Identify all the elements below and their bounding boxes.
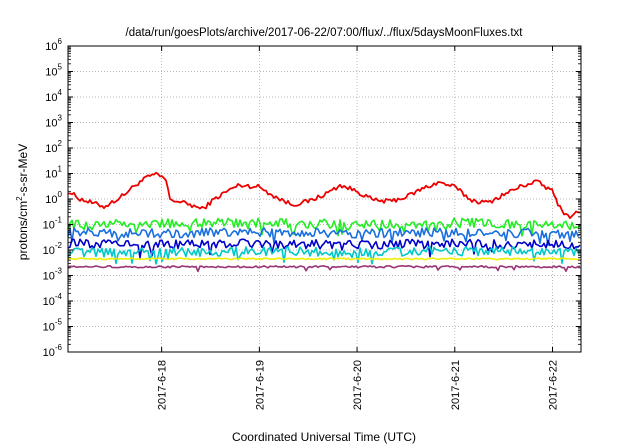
- series-lines: [67, 171, 581, 273]
- y-tick-label: 10-1: [43, 216, 63, 232]
- y-tick-base: 10: [45, 194, 57, 206]
- y-tick-exponent: 3: [58, 114, 63, 123]
- y-tick-base: 10: [45, 41, 57, 53]
- y-tick-label: 100: [45, 190, 62, 206]
- y-tick-base: 10: [43, 220, 55, 232]
- y-tick-label: 10-2: [43, 241, 63, 257]
- series-line-2: [67, 217, 581, 237]
- y-tick-base: 10: [43, 271, 55, 283]
- y-tick-exponent: 1: [58, 165, 63, 174]
- y-tick-label: 10-4: [43, 292, 63, 308]
- series-line-7: [67, 264, 581, 273]
- series-line-5: [67, 245, 581, 265]
- y-tick-label: 101: [45, 165, 62, 181]
- y-tick-label: 102: [45, 139, 62, 155]
- y-tick-exponent: -5: [55, 318, 63, 327]
- series-line-4: [67, 238, 581, 259]
- y-tick-label: 104: [45, 88, 62, 104]
- chart-title: /data/run/goesPlots/archive/2017-06-22/0…: [126, 27, 524, 39]
- series-line-6: [67, 257, 581, 261]
- y-axis-label-superscript: 2: [15, 196, 24, 201]
- y-tick-exponent: -3: [55, 267, 63, 276]
- series-line-1: [67, 171, 581, 220]
- y-tick-base: 10: [45, 118, 57, 130]
- y-tick-exponent: -1: [55, 216, 63, 225]
- y-tick-base: 10: [45, 92, 57, 104]
- grid-lines: [68, 46, 581, 352]
- x-tick-label: 2017-6-18: [157, 360, 169, 410]
- y-tick-label: 106: [45, 37, 62, 53]
- y-tick-label: 103: [45, 114, 62, 130]
- series-line-3: [67, 227, 581, 247]
- y-tick-exponent: -4: [55, 292, 63, 301]
- y-tick-base: 10: [45, 143, 57, 155]
- y-tick-base: 10: [43, 296, 55, 308]
- y-tick-base: 10: [43, 322, 55, 334]
- y-tick-exponent: 4: [58, 88, 63, 97]
- y-tick-exponent: -6: [55, 343, 63, 352]
- y-tick-label: 105: [45, 63, 62, 79]
- y-axis-label-suffix: -s-sr-MeV: [16, 144, 30, 197]
- x-tick-label: 2017-6-20: [352, 360, 364, 410]
- axis-ticks: 10-610-510-410-310-210-11001011021031041…: [43, 37, 581, 410]
- y-tick-exponent: -2: [55, 241, 63, 250]
- y-tick-exponent: 6: [58, 37, 63, 46]
- y-tick-label: 10-3: [43, 267, 63, 283]
- x-axis-label: Coordinated Universal Time (UTC): [232, 430, 416, 444]
- y-tick-base: 10: [43, 347, 55, 359]
- y-tick-base: 10: [45, 169, 57, 181]
- x-tick-label: 2017-6-19: [254, 360, 266, 410]
- y-tick-exponent: 0: [58, 190, 63, 199]
- y-tick-label: 10-6: [43, 343, 63, 359]
- y-tick-base: 10: [45, 67, 57, 79]
- y-tick-exponent: 5: [58, 63, 63, 72]
- x-tick-label: 2017-6-21: [450, 360, 462, 410]
- y-tick-exponent: 2: [58, 139, 63, 148]
- x-tick-label: 2017-6-22: [548, 360, 560, 410]
- y-axis-label: protons/cm2-s-sr-MeV: [15, 144, 30, 260]
- y-tick-label: 10-5: [43, 318, 63, 334]
- y-tick-base: 10: [43, 245, 55, 257]
- plot-frame: [67, 45, 582, 353]
- y-axis-label-prefix: protons/cm: [16, 201, 30, 260]
